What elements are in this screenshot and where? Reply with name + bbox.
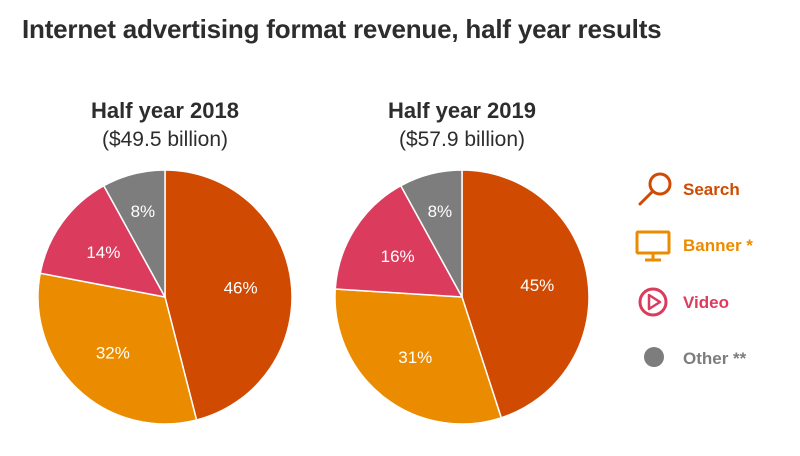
pie-2019-label-banner: 31% [398,348,432,367]
legend-item-video: Video [638,287,729,317]
pie-2019-label-other: 8% [428,202,453,221]
pie-2018-label-search: 46% [224,278,258,297]
pie-2018-subtitle: ($49.5 billion) [102,128,228,151]
pie-2019-slice-video [334,184,464,298]
pie-2019-slice-search [461,169,590,419]
pie-2019-subtitle: ($57.9 billion) [399,128,525,151]
pie-2019-slices: 45% 31% 16% 8% [334,169,590,425]
pie-2018-label-banner: 32% [96,344,130,363]
pie-2018-slice-banner [37,272,198,425]
pie-2018-label-video: 14% [86,243,120,262]
pie-2019-slice-other [399,169,463,298]
pie-2018-title: Half year 2018 [91,98,239,123]
chart-title: Internet advertising format revenue, hal… [22,14,662,44]
legend-item-other: Other ** [644,347,747,368]
legend-label-other: Other ** [683,349,747,368]
pie-2019-label-search: 45% [520,276,554,295]
play-icon [638,287,668,317]
pie-2018-slice-other [102,169,166,298]
legend-label-banner: Banner * [683,236,753,255]
pie-2018-label-other: 8% [131,202,156,221]
legend-item-banner: Banner * [635,230,753,262]
legend-item-search: Search [638,172,740,206]
legend: Search Banner * Video Other ** [635,172,753,368]
legend-label-video: Video [683,293,729,312]
legend-label-search: Search [683,180,740,199]
pie-2018: Half year 2018 ($49.5 billion) 46% 32% 14%… [37,98,293,425]
pie-2018-slices: 46% 32% 14% 8% [37,169,293,425]
pie-2018-slice-video [39,184,167,299]
pie-2019-title: Half year 2019 [388,98,536,123]
pie-2019-label-video: 16% [381,247,415,266]
magnifier-icon [638,172,672,206]
pie-2019: Half year 2019 ($57.9 billion) 45% 31% 16%… [334,98,590,425]
monitor-icon [635,230,671,262]
dot-icon [644,347,664,367]
pie-2019-slice-banner [334,288,503,425]
pie-2018-slice-search [164,169,293,421]
